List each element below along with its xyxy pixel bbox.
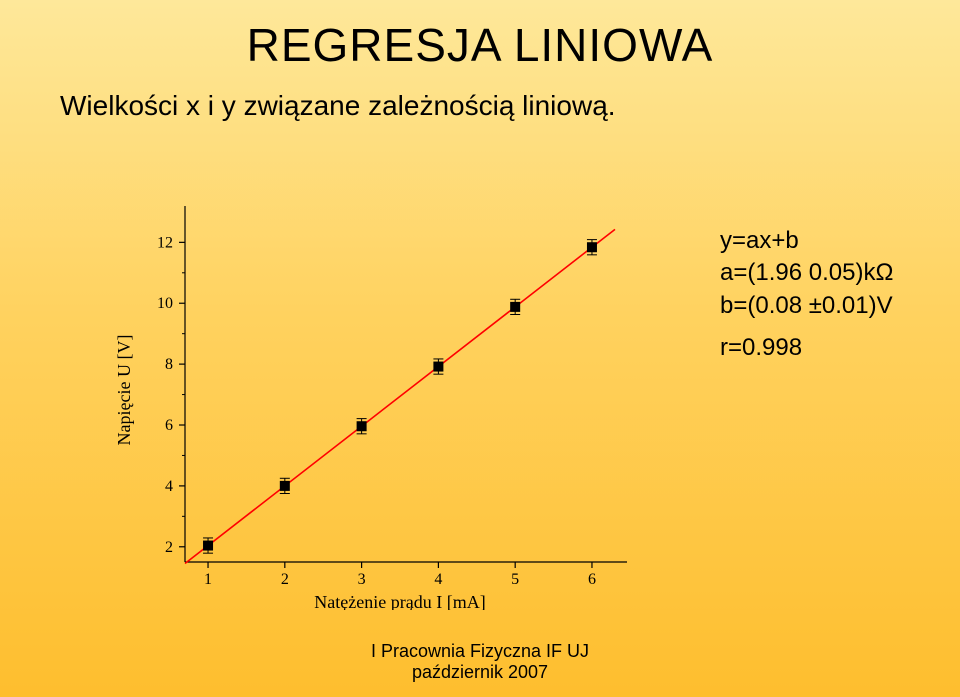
slide-page: REGRESJA LINIOWA Wielkości x i y związan… bbox=[0, 0, 960, 697]
fit-results: y=ax+b a=(1.96 0.05)kΩ b=(0.08 ±0.01)V r… bbox=[720, 225, 893, 365]
fit-a: a=(1.96 0.05)kΩ bbox=[720, 257, 893, 289]
svg-text:5: 5 bbox=[511, 571, 519, 588]
chart-svg: 24681012123456Natężenie prądu I [mA]Napi… bbox=[80, 190, 640, 610]
spacer bbox=[720, 322, 893, 332]
svg-text:4: 4 bbox=[434, 571, 442, 588]
svg-text:4: 4 bbox=[165, 478, 173, 495]
svg-text:Napięcie U [V]: Napięcie U [V] bbox=[114, 335, 134, 446]
svg-text:6: 6 bbox=[588, 571, 596, 588]
svg-text:2: 2 bbox=[281, 571, 289, 588]
footer-line-2: październik 2007 bbox=[0, 662, 960, 683]
page-subtitle: Wielkości x i y związane zależnością lin… bbox=[60, 90, 616, 122]
svg-text:8: 8 bbox=[165, 356, 173, 373]
svg-text:1: 1 bbox=[204, 571, 212, 588]
svg-text:Natężenie prądu I [mA]: Natężenie prądu I [mA] bbox=[314, 592, 485, 610]
fit-equation: y=ax+b bbox=[720, 225, 893, 257]
page-footer: I Pracownia Fizyczna IF UJ październik 2… bbox=[0, 641, 960, 683]
page-title: REGRESJA LINIOWA bbox=[0, 18, 960, 72]
svg-text:2: 2 bbox=[165, 539, 173, 556]
svg-text:10: 10 bbox=[157, 295, 173, 312]
fit-r: r=0.998 bbox=[720, 332, 893, 364]
fit-b: b=(0.08 ±0.01)V bbox=[720, 290, 893, 322]
svg-text:3: 3 bbox=[358, 571, 366, 588]
regression-chart: 24681012123456Natężenie prądu I [mA]Napi… bbox=[80, 190, 640, 615]
svg-text:12: 12 bbox=[157, 234, 173, 251]
footer-line-1: I Pracownia Fizyczna IF UJ bbox=[0, 641, 960, 662]
svg-text:6: 6 bbox=[165, 417, 173, 434]
